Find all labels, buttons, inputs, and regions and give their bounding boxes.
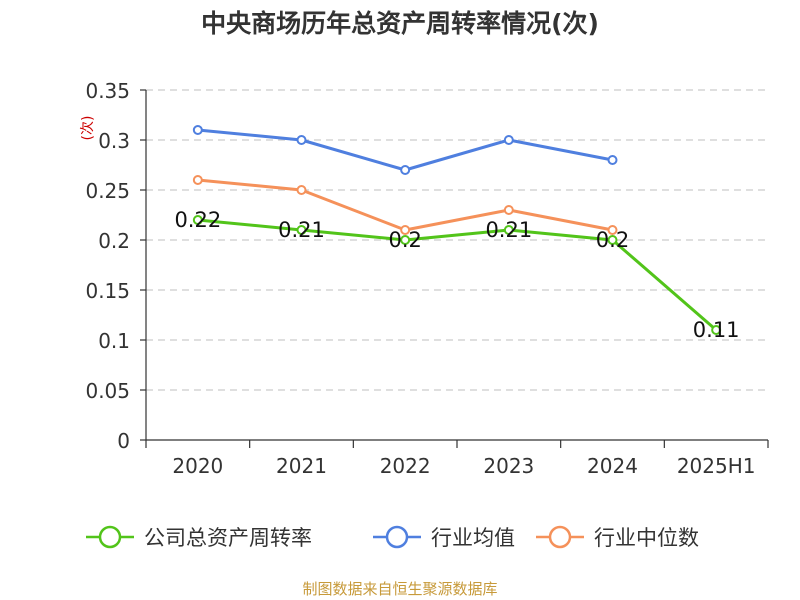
source-note: 制图数据来自恒生聚源数据库	[302, 580, 497, 598]
data-point	[192, 215, 203, 225]
data-point	[607, 225, 618, 235]
axes: 0 0.05 0.1 0.15 0.2 0.25 0.3 0.35 2020 2021 2022 20…	[85, 79, 769, 478]
data-point	[503, 135, 514, 145]
legend-marker	[98, 525, 122, 549]
data-label: 0.2	[596, 228, 629, 252]
x-tick-label: 2025H1	[677, 454, 756, 478]
series-line-1	[197, 128, 613, 172]
x-tick-label: 2024	[587, 454, 638, 478]
legend-marker	[548, 525, 572, 549]
legend-label[interactable]: 公司总资产周转率	[144, 526, 312, 550]
legend-label[interactable]: 行业均值	[431, 526, 515, 550]
data-point	[607, 235, 618, 245]
y-tick-label: 0.1	[98, 329, 130, 353]
y-tick-label: 0	[117, 429, 130, 453]
x-tick-label: 2023	[483, 454, 534, 478]
data-point	[503, 225, 514, 235]
data-point	[296, 135, 307, 145]
data-point	[711, 325, 722, 335]
data-label: 0.2	[388, 228, 421, 252]
series-lines	[192, 125, 722, 335]
data-label: 0.22	[174, 208, 221, 232]
y-tick-label: 0.2	[98, 229, 130, 253]
chart-title: 中央商场历年总资产周转率情况(次)	[201, 9, 599, 38]
data-point	[400, 235, 411, 245]
x-tick-label: 2021	[276, 454, 327, 478]
legend-label[interactable]: 行业中位数	[594, 526, 699, 550]
x-tick-label: 2020	[172, 454, 223, 478]
data-label: 0.11	[693, 318, 740, 342]
y-tick-label: 0.35	[85, 79, 130, 103]
y-tick-label: 0.05	[85, 379, 130, 403]
gridlines	[146, 89, 768, 391]
data-point	[400, 165, 411, 175]
series-line-2	[197, 178, 613, 232]
data-label: 0.21	[278, 218, 325, 242]
y-axis-unit-label: (次)	[80, 116, 96, 141]
y-tick-label: 0.25	[85, 179, 130, 203]
data-point	[296, 185, 307, 195]
data-point	[192, 125, 203, 135]
data-point	[607, 155, 618, 165]
data-label: 0.21	[485, 218, 532, 242]
legend-marker	[385, 525, 409, 549]
y-tick-label: 0.3	[98, 129, 130, 153]
data-labels: 0.22 0.21 0.2 0.21 0.2 0.11	[174, 208, 739, 342]
data-point	[503, 205, 514, 215]
data-point	[192, 175, 203, 185]
series-line-0	[197, 218, 718, 332]
data-point	[400, 225, 411, 235]
x-tick-label: 2022	[380, 454, 431, 478]
data-point	[296, 225, 307, 235]
legend: 公司总资产周转率 行业均值 行业中位数	[86, 525, 699, 550]
y-tick-label: 0.15	[85, 279, 130, 303]
